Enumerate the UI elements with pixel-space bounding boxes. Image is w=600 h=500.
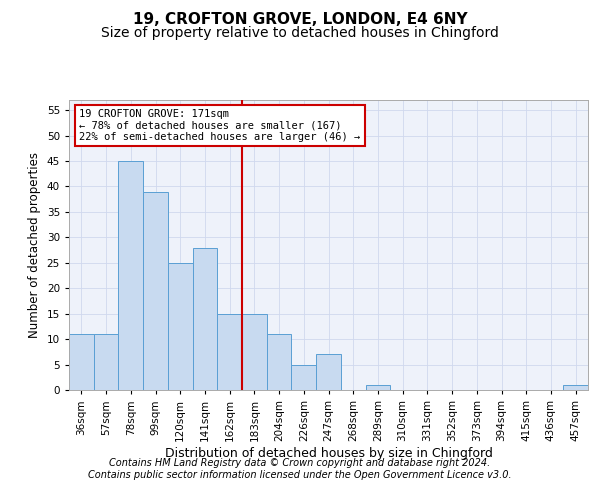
- Bar: [563, 385, 588, 390]
- Bar: [94, 334, 118, 390]
- Bar: [193, 248, 217, 390]
- Bar: [69, 334, 94, 390]
- Bar: [217, 314, 242, 390]
- Bar: [118, 161, 143, 390]
- Bar: [143, 192, 168, 390]
- Bar: [267, 334, 292, 390]
- Text: Size of property relative to detached houses in Chingford: Size of property relative to detached ho…: [101, 26, 499, 40]
- Bar: [242, 314, 267, 390]
- Bar: [292, 364, 316, 390]
- X-axis label: Distribution of detached houses by size in Chingford: Distribution of detached houses by size …: [164, 446, 493, 460]
- Bar: [316, 354, 341, 390]
- Bar: [168, 263, 193, 390]
- Y-axis label: Number of detached properties: Number of detached properties: [28, 152, 41, 338]
- Text: Contains public sector information licensed under the Open Government Licence v3: Contains public sector information licen…: [88, 470, 512, 480]
- Text: Contains HM Land Registry data © Crown copyright and database right 2024.: Contains HM Land Registry data © Crown c…: [109, 458, 491, 468]
- Bar: [365, 385, 390, 390]
- Text: 19, CROFTON GROVE, LONDON, E4 6NY: 19, CROFTON GROVE, LONDON, E4 6NY: [133, 12, 467, 28]
- Text: 19 CROFTON GROVE: 171sqm
← 78% of detached houses are smaller (167)
22% of semi-: 19 CROFTON GROVE: 171sqm ← 78% of detach…: [79, 108, 361, 142]
